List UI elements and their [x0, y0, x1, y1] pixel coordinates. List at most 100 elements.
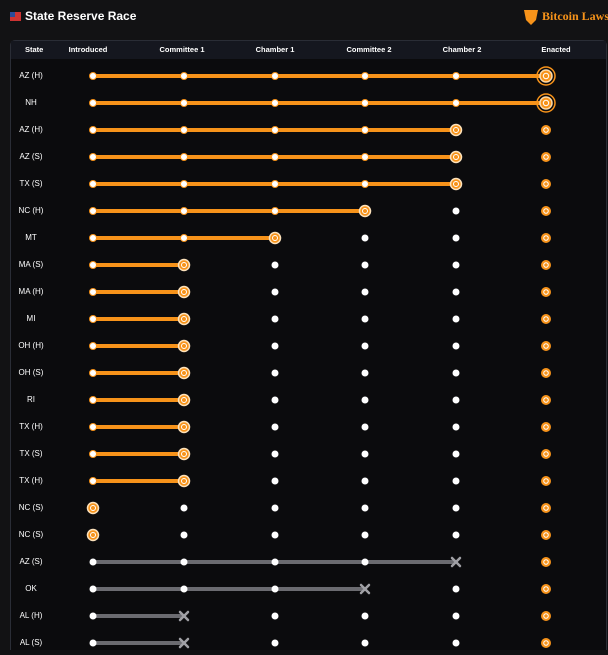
bill-row[interactable]: TX (S) [19, 447, 551, 461]
pending-stage [452, 207, 460, 215]
current-stage [177, 339, 191, 353]
pending-stage [271, 450, 279, 458]
state-label: AZ (S) [19, 152, 42, 161]
pending-stage [452, 450, 460, 458]
passed-stage [271, 99, 279, 107]
coin-mark [543, 586, 549, 592]
bill-row[interactable]: OH (S) [19, 366, 551, 380]
brand-name[interactable]: Bitcoin Laws [542, 9, 608, 23]
column-header: Enacted [541, 45, 571, 54]
pending-stage [452, 315, 460, 323]
passed-stage [452, 99, 460, 107]
coin [541, 503, 551, 513]
pending-stage [452, 369, 460, 377]
passed-stage [361, 72, 369, 80]
bill-row[interactable]: AZ (S) [19, 150, 551, 164]
coin-mark [543, 559, 549, 565]
pending-stage [361, 342, 369, 350]
state-label: MI [27, 314, 36, 323]
passed-stage [361, 126, 369, 134]
bill-row[interactable]: RI [27, 393, 551, 407]
bill-row[interactable]: TX (H) [19, 474, 551, 488]
coin-mark [543, 235, 549, 241]
page-title: State Reserve Race [25, 9, 137, 23]
coin [541, 611, 551, 621]
passed-stage [361, 558, 369, 566]
pending-stage [361, 423, 369, 431]
bill-row[interactable]: OK [25, 583, 551, 595]
coin [541, 422, 551, 432]
pending-stage [452, 477, 460, 485]
coin [541, 638, 551, 648]
table-panel [10, 40, 607, 655]
current-stage [86, 528, 100, 542]
current-stage-mark [453, 127, 459, 133]
passed-stage [89, 261, 97, 269]
bill-row[interactable]: AL (H) [20, 610, 551, 622]
pending-stage [271, 396, 279, 404]
coin-mark [543, 208, 549, 214]
current-stage-mark [181, 451, 187, 457]
bill-row[interactable]: AL (S) [20, 637, 551, 649]
current-stage-mark [181, 424, 187, 430]
coin [541, 206, 551, 216]
pending-stage [271, 531, 279, 539]
coin [541, 449, 551, 459]
bill-row[interactable]: NC (S) [19, 528, 551, 542]
passed-stage [89, 396, 97, 404]
state-label: AL (S) [20, 638, 43, 647]
coin-mark [543, 127, 549, 133]
coin [541, 287, 551, 297]
bill-row[interactable]: AZ (H) [19, 66, 556, 86]
bill-row[interactable]: NC (H) [19, 204, 551, 218]
passed-stage [271, 72, 279, 80]
bill-row[interactable]: AZ (H) [19, 123, 551, 137]
pending-stage [271, 423, 279, 431]
pending-stage [361, 477, 369, 485]
current-stage [177, 258, 191, 272]
state-label: MA (H) [19, 287, 44, 296]
current-stage-mark [181, 316, 187, 322]
state-label: MA (S) [19, 260, 44, 269]
bill-row[interactable]: OH (H) [18, 339, 551, 353]
passed-stage [271, 153, 279, 161]
passed-stage [180, 72, 188, 80]
passed-stage [361, 99, 369, 107]
bill-row[interactable]: NC (S) [19, 501, 551, 515]
current-stage [86, 501, 100, 515]
brand-logo[interactable]: Bitcoin Laws [524, 9, 608, 25]
passed-stage [89, 423, 97, 431]
bill-row[interactable]: AZ (S) [19, 556, 551, 568]
bill-row[interactable]: MA (S) [19, 258, 551, 272]
pending-stage [452, 342, 460, 350]
bill-row[interactable]: TX (S) [19, 177, 551, 191]
coin [541, 260, 551, 270]
failed-mark [450, 556, 462, 568]
bill-row[interactable]: NH [25, 93, 556, 113]
passed-stage [89, 342, 97, 350]
passed-stage [271, 126, 279, 134]
passed-stage [89, 234, 97, 242]
table-header [11, 41, 606, 59]
current-stage [177, 420, 191, 434]
current-stage-mark [181, 370, 187, 376]
bill-row[interactable]: MT [25, 231, 551, 245]
bill-row[interactable]: TX (H) [19, 420, 551, 434]
passed-stage [452, 72, 460, 80]
failed-mark [359, 583, 371, 595]
coin-mark [542, 72, 550, 80]
state-label: TX (H) [19, 422, 43, 431]
coin-mark [543, 613, 549, 619]
pending-stage [452, 585, 460, 593]
bill-row[interactable]: MI [27, 312, 551, 326]
coin-mark [543, 262, 549, 268]
bill-row[interactable]: MA (H) [19, 285, 551, 299]
state-label: TX (S) [19, 449, 42, 458]
current-stage [177, 312, 191, 326]
state-label: AZ (H) [19, 125, 43, 134]
passed-stage [180, 585, 188, 593]
coin [541, 233, 551, 243]
current-stage-mark [362, 208, 368, 214]
